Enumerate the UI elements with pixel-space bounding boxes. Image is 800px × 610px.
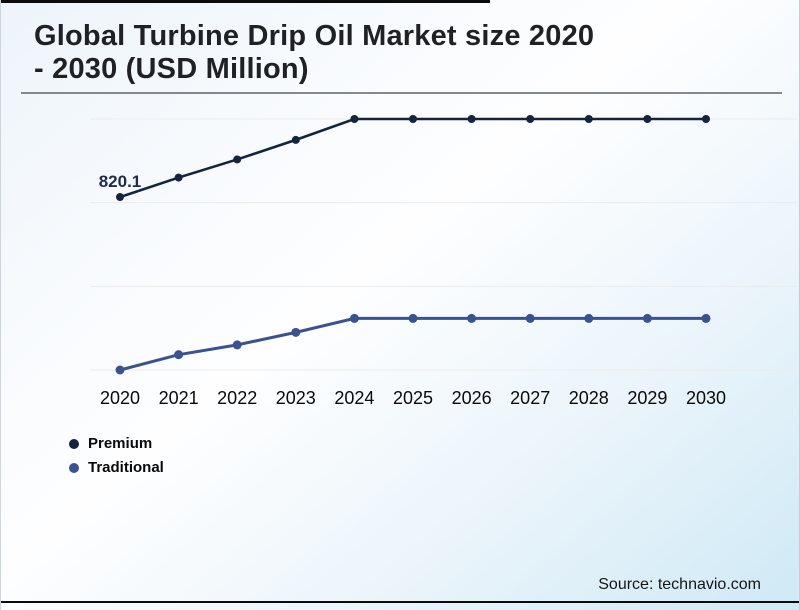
page-title-line1: Global Turbine Drip Oil Market size 2020 — [34, 20, 595, 52]
traditional-data-point — [408, 313, 418, 323]
legend-item-traditional: Traditional — [69, 459, 164, 476]
source-attribution: Source: technavio.com — [598, 576, 761, 593]
traditional-data-point — [115, 365, 125, 375]
title-divider — [21, 92, 782, 94]
x-axis-tick-label: 2027 — [510, 388, 550, 408]
x-axis-tick-label: 2028 — [569, 388, 609, 408]
traditional-data-point — [467, 313, 477, 323]
premium-data-point — [291, 135, 300, 144]
traditional-data-point — [642, 313, 652, 323]
premium-data-point — [350, 115, 359, 123]
traditional-legend-dot-icon — [69, 462, 79, 473]
x-axis-tick-label: 2020 — [100, 388, 140, 408]
traditional-data-point — [174, 350, 184, 360]
chart-legend: Premium Traditional — [69, 435, 164, 476]
traditional-data-point — [584, 313, 594, 323]
premium-data-point — [584, 115, 593, 123]
legend-label: Premium — [88, 435, 153, 452]
page-title: Global Turbine Drip Oil Market size 2020… — [34, 20, 734, 86]
data-point-value-label: 820.1 — [99, 172, 142, 191]
traditional-data-point — [291, 327, 301, 337]
x-axis-tick-label: 2030 — [686, 388, 726, 408]
page-title-line2: - 2030 (USD Million) — [34, 53, 309, 85]
x-axis-tick-label: 2022 — [217, 388, 257, 408]
premium-data-point — [409, 115, 417, 123]
premium-data-point — [467, 115, 476, 123]
traditional-data-point — [232, 340, 242, 350]
premium-data-point — [174, 173, 183, 182]
x-axis-tick-label: 2024 — [334, 388, 374, 408]
traditional-data-point — [701, 313, 711, 323]
premium-data-point — [116, 193, 124, 202]
x-axis-tick-label: 2023 — [276, 388, 316, 408]
top-border-bar — [1, 0, 490, 3]
premium-data-point — [526, 115, 535, 123]
x-axis-tick-label: 2025 — [393, 388, 433, 408]
premium-data-point — [643, 115, 652, 123]
traditional-series-line — [119, 316, 706, 372]
x-axis-tick-label: 2029 — [627, 388, 667, 408]
x-axis-tick-label: 2026 — [452, 388, 492, 408]
premium-series-line — [119, 117, 706, 199]
legend-label: Traditional — [88, 459, 164, 476]
premium-data-point — [233, 155, 242, 164]
premium-legend-dot-icon — [69, 438, 79, 449]
traditional-data-point — [525, 313, 535, 323]
x-axis-tick-label: 2021 — [159, 388, 199, 408]
legend-item-premium: Premium — [69, 435, 164, 452]
premium-data-point — [702, 115, 710, 123]
bottom-border-rule — [1, 601, 799, 603]
traditional-data-point — [349, 313, 359, 323]
